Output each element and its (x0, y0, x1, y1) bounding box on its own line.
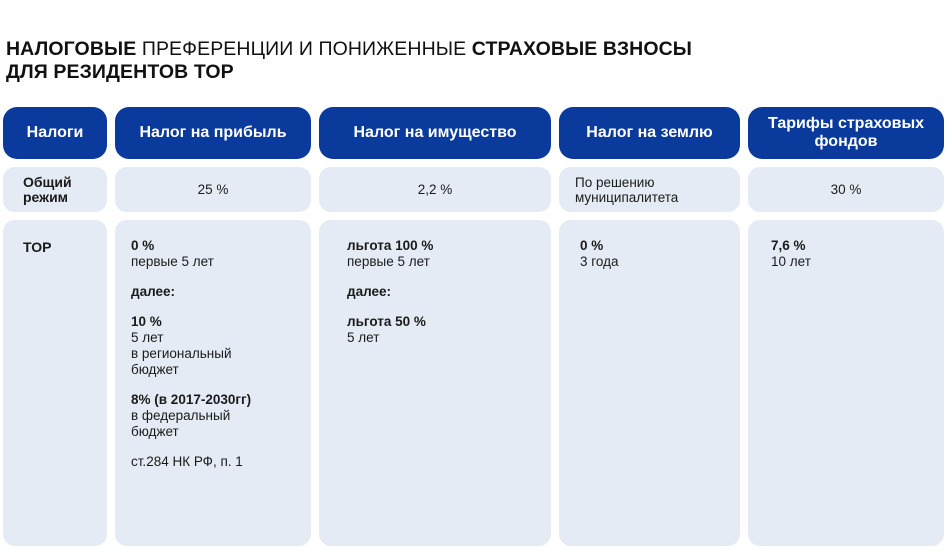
tor-profit-note-2b: бюджет (131, 362, 179, 377)
slide-title: НАЛОГОВЫЕ ПРЕФЕРЕНЦИИ И ПОНИЖЕННЫЕ СТРАХ… (6, 38, 692, 84)
header-insurance-rates: Тарифы страховых фондов (748, 107, 944, 159)
tor-property-further-label: далее: (347, 284, 391, 299)
header-insurance-rates-label: Тарифы страховых фондов (767, 115, 925, 150)
tor-land-term: 3 года (580, 254, 619, 269)
tor-property-rate-1: льгота 100 % (347, 238, 434, 253)
general-property-cell: 2,2 % (319, 167, 551, 212)
general-land-cell: По решению муниципалитета (559, 167, 740, 212)
header-land-tax: Налог на землю (559, 107, 740, 159)
general-regime-label: Общий режим (23, 173, 72, 205)
header-taxes-label: Налоги (26, 124, 84, 141)
tor-property-block-1: льгота 100 % первые 5 лет (347, 238, 551, 270)
tor-profit-further-label: далее: (131, 284, 175, 299)
tor-profit-term-1: первые 5 лет (131, 254, 214, 269)
general-insurance-cell: 30 % (748, 167, 944, 212)
tor-property-cell: льгота 100 % первые 5 лет далее: льгота … (319, 220, 551, 546)
tor-profit-term-2: 5 лет (131, 330, 164, 345)
general-regime-label-cell: Общий режим (3, 167, 107, 212)
tor-profit-rate-2: 10 % (131, 314, 162, 329)
general-profit-cell: 25 % (115, 167, 311, 212)
header-land-tax-label: Налог на землю (586, 124, 713, 141)
tor-profit-block-3: 8% (в 2017-2030гг) в федеральный бюджет (131, 392, 311, 440)
tor-insurance-block: 7,6 % 10 лет (771, 238, 944, 270)
general-insurance-value: 30 % (830, 181, 862, 197)
tor-insurance-rate: 7,6 % (771, 238, 806, 253)
title-part-1: НАЛОГОВЫЕ (6, 38, 137, 60)
tor-profit-note-3a: в федеральный (131, 408, 231, 423)
tor-profit-block-1: 0 % первые 5 лет (131, 238, 311, 270)
header-profit-tax-label: Налог на прибыль (139, 124, 287, 141)
tor-profit-reference: ст.284 НК РФ, п. 1 (131, 454, 311, 470)
tor-property-rate-2: льгота 50 % (347, 314, 426, 329)
tor-land-block: 0 % 3 года (580, 238, 740, 270)
tor-label: ТОР (23, 239, 52, 255)
tor-insurance-term: 10 лет (771, 254, 811, 269)
tor-land-rate: 0 % (580, 238, 604, 253)
general-property-value: 2,2 % (417, 181, 453, 197)
header-property-tax: Налог на имущество (319, 107, 551, 159)
header-profit-tax: Налог на прибыль (115, 107, 311, 159)
header-property-tax-label: Налог на имущество (353, 124, 517, 141)
tor-profit-note-3b: бюджет (131, 424, 179, 439)
tor-insurance-cell: 7,6 % 10 лет (748, 220, 944, 546)
tor-property-further: далее: (347, 284, 551, 300)
general-profit-value: 25 % (197, 181, 229, 197)
tor-land-cell: 0 % 3 года (559, 220, 740, 546)
tor-profit-note-2a: в региональный (131, 346, 232, 361)
tor-profit-rate-1: 0 % (131, 238, 155, 253)
tor-profit-block-2: 10 % 5 лет в региональный бюджет (131, 314, 311, 378)
tor-property-term-1: первые 5 лет (347, 254, 430, 269)
tor-profit-rate-3: 8% (в 2017-2030гг) (131, 392, 252, 407)
tor-profit-ref: ст.284 НК РФ, п. 1 (131, 454, 243, 469)
tor-label-cell: ТОР (3, 220, 107, 546)
tor-profit-further: далее: (131, 284, 311, 300)
tor-property-block-2: льгота 50 % 5 лет (347, 314, 551, 346)
header-taxes: Налоги (3, 107, 107, 159)
title-line-2: ДЛЯ РЕЗИДЕНТОВ ТОР (6, 61, 234, 83)
tor-profit-cell: 0 % первые 5 лет далее: 10 % 5 лет в рег… (115, 220, 311, 546)
tor-property-term-2: 5 лет (347, 330, 380, 345)
title-part-2: ПРЕФЕРЕНЦИИ И ПОНИЖЕННЫЕ (136, 38, 472, 60)
title-part-3: СТРАХОВЫЕ ВЗНОСЫ (471, 38, 692, 60)
general-land-value: По решению муниципалитета (575, 174, 679, 205)
